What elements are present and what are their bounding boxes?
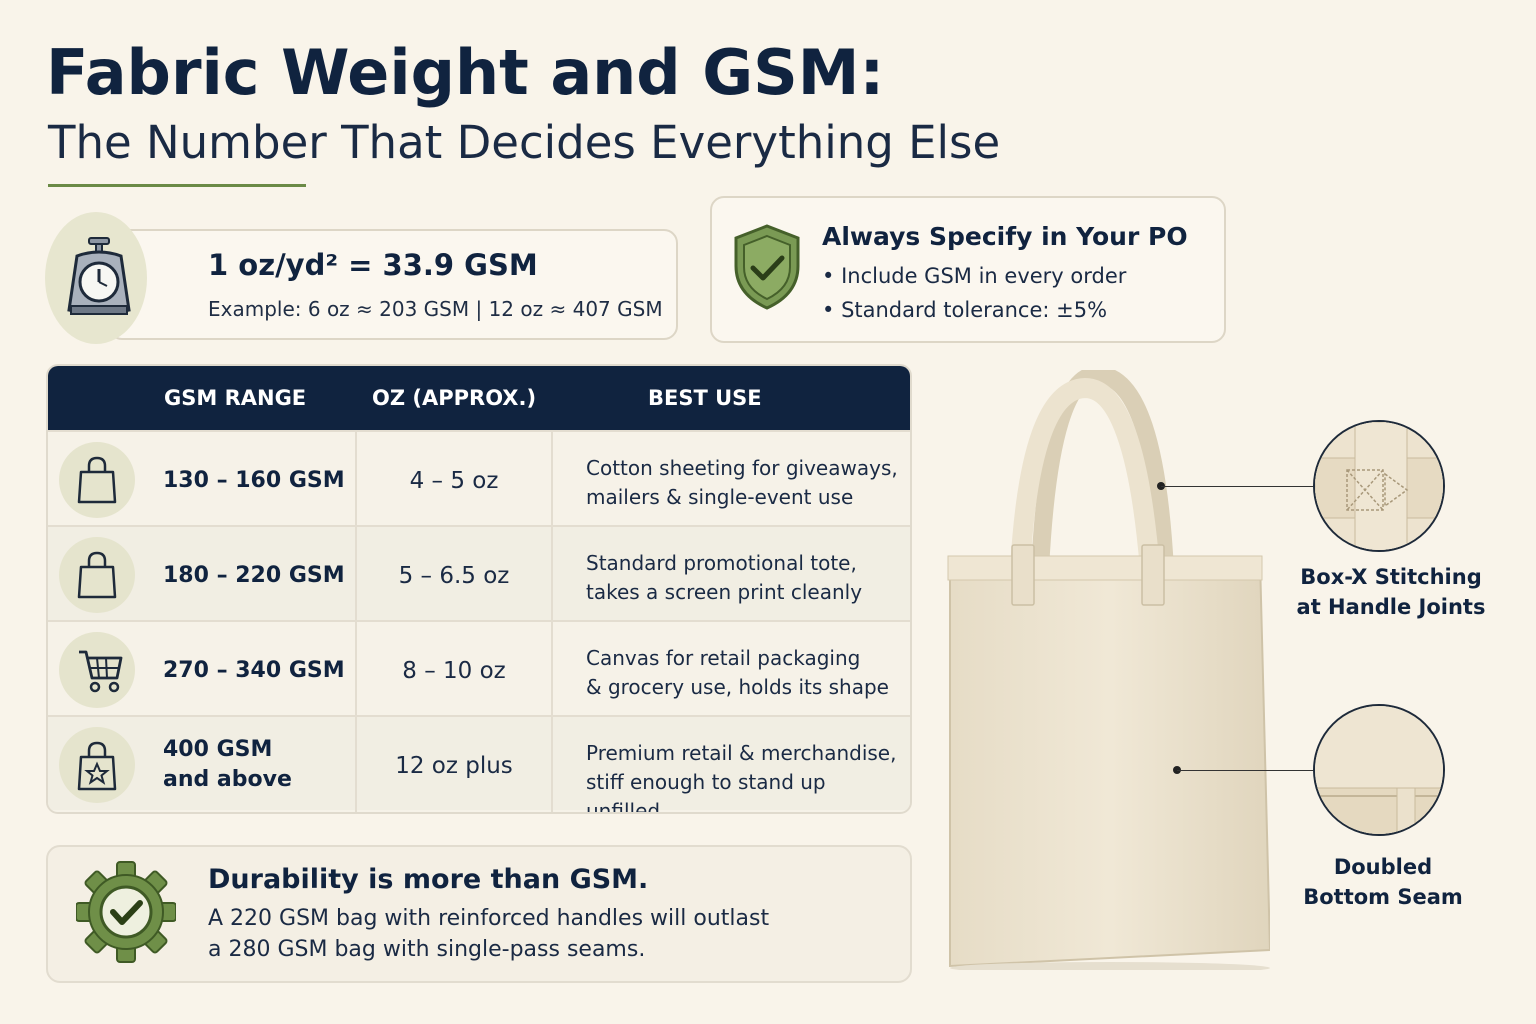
tote-bag-illustration xyxy=(947,370,1270,970)
callout-label-seam: Doubled Bottom Seam xyxy=(1303,855,1463,909)
best-use: Canvas for retail packaging & grocery us… xyxy=(586,646,889,699)
table-row: 130 – 160 GSM 4 – 5 oz Cotton sheeting f… xyxy=(48,430,910,527)
shield-check-icon xyxy=(734,224,800,310)
callout-line xyxy=(1161,486,1315,487)
table-row: 270 – 340 GSM 8 – 10 oz Canvas for retai… xyxy=(48,620,910,717)
po-item: Include GSM in every order xyxy=(822,264,1126,298)
gear-check-icon xyxy=(76,861,176,963)
page-title: Fabric Weight and GSM: xyxy=(46,36,885,109)
oz-value: 4 – 5 oz xyxy=(409,468,499,494)
table-row: 180 – 220 GSM 5 – 6.5 oz Standard promot… xyxy=(48,525,910,622)
title-underline xyxy=(48,184,306,187)
table-header: GSM RANGE OZ (APPROX.) BEST USE xyxy=(48,366,910,430)
shopping-cart-icon xyxy=(79,650,123,693)
callout-label-stitching: Box-X Stitching at Handle Joints xyxy=(1296,565,1486,619)
oz-value: 5 – 6.5 oz xyxy=(398,563,510,589)
conversion-card xyxy=(108,229,678,340)
tote-bag-icon xyxy=(77,551,117,599)
gsm-table: GSM RANGE OZ (APPROX.) BEST USE 130 – 16… xyxy=(46,364,912,814)
box-x-stitch-icon xyxy=(1315,422,1443,550)
bottom-seam-icon xyxy=(1315,706,1443,834)
best-use: Standard promotional tote, takes a scree… xyxy=(586,551,863,604)
oz-value: 12 oz plus xyxy=(395,753,513,779)
durability-card xyxy=(46,845,912,983)
durability-text: A 220 GSM bag with reinforced handles wi… xyxy=(208,906,770,962)
callout-line xyxy=(1177,770,1315,771)
scale-icon xyxy=(67,237,131,315)
bottom-seam-detail xyxy=(1313,704,1445,836)
best-use: Cotton sheeting for giveaways, mailers &… xyxy=(586,456,898,509)
conversion-example: Example: 6 oz ≈ 203 GSM | 12 oz ≈ 407 GS… xyxy=(208,297,663,321)
po-title: Always Specify in Your PO xyxy=(822,222,1188,251)
header-oz: OZ (APPROX.) xyxy=(372,386,537,410)
gsm-range: 270 – 340 GSM xyxy=(163,658,345,683)
durability-title: Durability is more than GSM. xyxy=(208,864,649,895)
conversion-formula: 1 oz/yd² = 33.9 GSM xyxy=(208,248,538,282)
best-use: Premium retail & merchandise, stiff enou… xyxy=(586,741,897,814)
header-best-use: BEST USE xyxy=(648,386,762,410)
star-bag-icon xyxy=(77,741,117,791)
page-subtitle: The Number That Decides Everything Else xyxy=(48,116,1001,169)
tote-bag-icon xyxy=(77,456,117,504)
table-row: 400 GSM and above 12 oz plus Premium ret… xyxy=(48,715,910,812)
gsm-range: 180 – 220 GSM xyxy=(163,563,345,588)
gsm-range: 400 GSM and above xyxy=(163,737,292,792)
box-x-stitch-detail xyxy=(1313,420,1445,552)
header-gsm-range: GSM RANGE xyxy=(164,386,307,410)
conversion-icon-badge xyxy=(45,212,147,344)
po-list: Include GSM in every order Standard tole… xyxy=(822,264,1126,332)
po-item: Standard tolerance: ±5% xyxy=(822,298,1126,332)
oz-value: 8 – 10 oz xyxy=(402,658,506,684)
gsm-range: 130 – 160 GSM xyxy=(163,468,345,493)
